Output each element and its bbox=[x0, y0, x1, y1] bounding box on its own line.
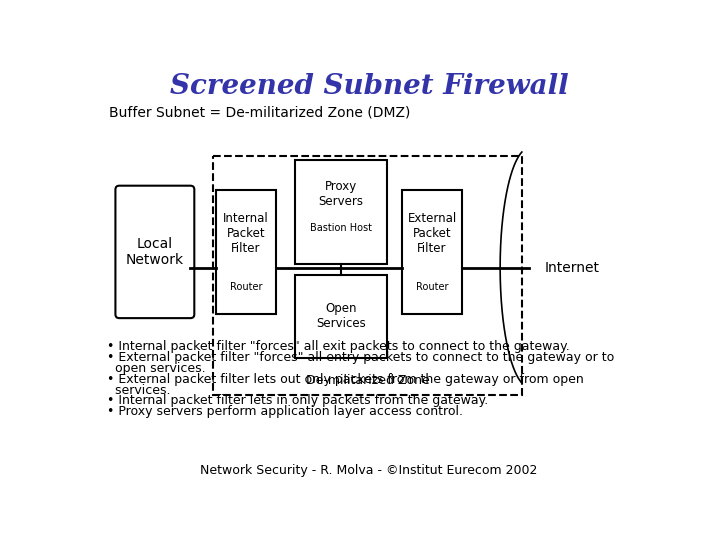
Text: Internal
Packet
Filter: Internal Packet Filter bbox=[223, 212, 269, 255]
Bar bbox=[215, 190, 276, 314]
Text: Bastion Host: Bastion Host bbox=[310, 223, 372, 233]
Text: • Proxy servers perform application layer access control.: • Proxy servers perform application laye… bbox=[107, 405, 463, 418]
FancyBboxPatch shape bbox=[115, 186, 194, 318]
Bar bbox=[402, 190, 462, 314]
Text: open services.: open services. bbox=[107, 362, 206, 375]
Text: Buffer Subnet = De-militarized Zone (DMZ): Buffer Subnet = De-militarized Zone (DMZ… bbox=[109, 105, 410, 119]
Text: • External packet filter "forces" all entry packets to connect to the gateway or: • External packet filter "forces" all en… bbox=[107, 351, 614, 364]
Text: Screened Subnet Firewall: Screened Subnet Firewall bbox=[170, 73, 568, 100]
Text: Router: Router bbox=[230, 282, 262, 292]
Text: Network Security - R. Molva - ©Institut Eurecom 2002: Network Security - R. Molva - ©Institut … bbox=[200, 464, 538, 477]
Bar bbox=[295, 275, 387, 358]
Text: • Internal packet filter lets in only packets from the gateway.: • Internal packet filter lets in only pa… bbox=[107, 394, 488, 407]
Text: De-militarized Zone: De-militarized Zone bbox=[306, 374, 430, 387]
Text: Local
Network: Local Network bbox=[126, 237, 184, 267]
Text: External
Packet
Filter: External Packet Filter bbox=[408, 212, 456, 255]
Text: Open
Services: Open Services bbox=[316, 302, 366, 330]
Text: services.: services. bbox=[107, 383, 171, 396]
Text: Internet: Internet bbox=[545, 260, 600, 274]
Text: Proxy
Servers: Proxy Servers bbox=[319, 180, 364, 208]
Text: Router: Router bbox=[416, 282, 449, 292]
Bar bbox=[213, 156, 522, 395]
Text: • External packet filter lets out only packets from the gateway or from open: • External packet filter lets out only p… bbox=[107, 373, 584, 386]
Bar bbox=[295, 160, 387, 265]
Text: • Internal packet filter "forces" all exit packets to connect to the gateway.: • Internal packet filter "forces" all ex… bbox=[107, 340, 570, 354]
